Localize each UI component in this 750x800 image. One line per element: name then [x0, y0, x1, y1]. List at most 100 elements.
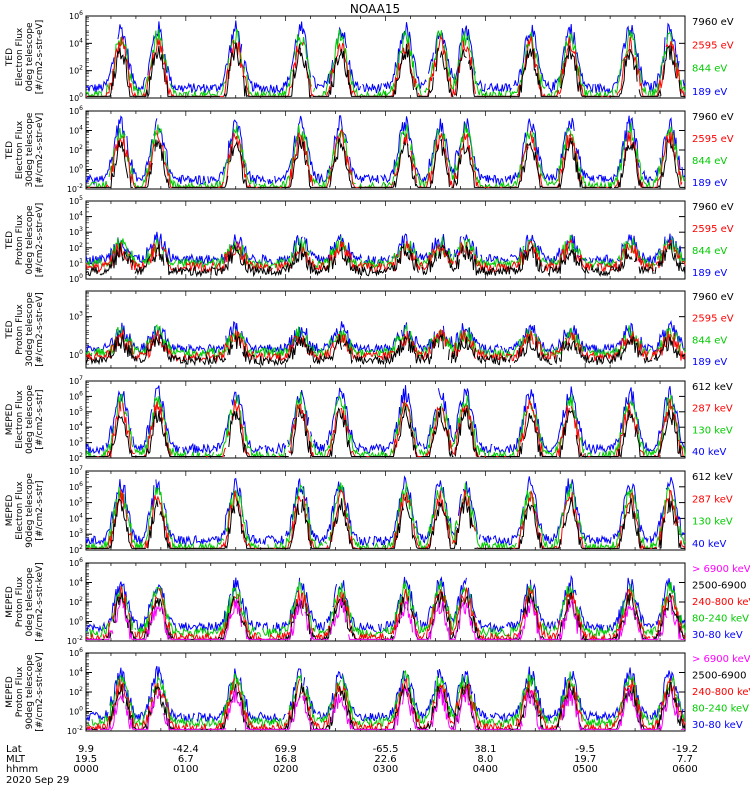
- panel-1-ylabel-line: Electron Flux: [15, 120, 25, 179]
- panel-1-ytick-label: 104: [69, 125, 83, 136]
- panel-6-series-240-800-keV: [85, 585, 686, 642]
- panel-5-legend-entry: 130 keV: [692, 517, 733, 528]
- panel-7-ylabel-line: [#/cm2-s-str-keV]: [35, 652, 45, 731]
- panel-5-ylabel-line: [#/cm2-s-str]: [35, 480, 45, 540]
- x-tick-label: 7.7: [677, 754, 693, 765]
- panel-0-ytick-label: 100: [69, 92, 83, 103]
- panel-0-ylabel-line: Electron Flux: [15, 27, 25, 86]
- panel-3-ytick-label: 100: [69, 349, 83, 360]
- x-tick-label: 69.9: [275, 744, 297, 755]
- panel-1-ytick-label: 100: [69, 164, 83, 175]
- panel-6-ytick-label: 104: [69, 577, 83, 588]
- panel-4-ytick-label: 102: [69, 452, 83, 463]
- panel-1-legend-entry: 7960 eV: [692, 112, 734, 123]
- panel-5-ylabel-line: Electron Flux: [15, 481, 25, 540]
- panel-0-legend-entry: 189 eV: [692, 87, 727, 98]
- panel-1-ytick-label: 10-2: [67, 183, 83, 194]
- panel-4-ylabel-line: 0deg telescope: [25, 385, 35, 455]
- x-tick-label: 19.7: [574, 754, 596, 765]
- panel-0-ytick-label: 102: [69, 65, 83, 76]
- panel-6-ylabel-line: 0deg telescope: [25, 567, 35, 637]
- x-tick-label: 6.7: [178, 754, 194, 765]
- panel-0-ylabel-line: [#/cm2-s-str-eV]: [35, 20, 45, 95]
- panel-1-ylabel-line: TED: [5, 141, 15, 160]
- panel-4-ylabel-line: [#/cm2-s-str]: [35, 389, 45, 449]
- x-tick-label: 0100: [173, 764, 198, 775]
- panel-5-ytick-label: 106: [69, 481, 83, 492]
- x-tick-label: 16.8: [275, 754, 297, 765]
- panel-1-series-7960-eV: [86, 137, 685, 189]
- panel-2-series-189-eV: [85, 231, 686, 266]
- panel-6-ytick-label: 100: [69, 616, 83, 627]
- panel-7-ylabel-line: MEPED: [5, 676, 15, 708]
- panel-3-ylabel-line: 30deg telescope: [25, 292, 35, 367]
- panel-2-ytick-label: 101: [69, 257, 83, 268]
- panel-5-ytick-label: 107: [69, 465, 83, 476]
- panel-4-legend-entry: 130 keV: [692, 425, 733, 436]
- panel-0-series-7960-eV: [87, 42, 685, 99]
- panel-7-ylabel-line: 90deg telescope: [25, 654, 35, 729]
- panel-4-ytick-label: 105: [69, 406, 83, 417]
- panel-5-ytick-label: 105: [69, 497, 83, 508]
- panel-4-legend-entry: 612 keV: [692, 382, 733, 393]
- panel-6-ylabel-line: [#/cm2-s-str-keV]: [35, 562, 45, 641]
- panel-4-series-612-keV: [86, 405, 685, 458]
- panel-7-ytick-label: 10-2: [67, 725, 83, 736]
- panel-7-series-30-80-keV: [87, 666, 685, 722]
- panel-3-ytick-label: 103: [69, 311, 83, 322]
- panel-3-legend-entry: 7960 eV: [692, 292, 734, 303]
- x-tick-label: 9.9: [78, 744, 94, 755]
- date-label: 2020 Sep 29: [6, 775, 69, 786]
- panel-0-series-844-eV: [85, 28, 686, 99]
- panel-4-legend-entry: 287 keV: [692, 404, 733, 415]
- panel-6-legend-entry: 30-80 keV: [692, 630, 743, 641]
- panel-5-series-40-keV: [85, 475, 686, 547]
- panel-1-ytick-label: 102: [69, 144, 83, 155]
- panel-3-series-7960-eV: [85, 333, 686, 367]
- panel-3-legend-entry: 2595 eV: [692, 314, 734, 325]
- panel-5-ytick-label: 104: [69, 512, 83, 523]
- panel-1-ylabel-line: [#/cm2-s-str-eV]: [35, 113, 45, 188]
- panel-2-ytick-label: 102: [69, 242, 83, 253]
- panel-4-series-287-keV: [86, 398, 686, 459]
- panel-1-legend-entry: 844 eV: [692, 156, 727, 167]
- panel-7-ytick-label: 102: [69, 686, 83, 697]
- x-tick-label: 0400: [473, 764, 498, 775]
- x-tick-label: 0300: [373, 764, 398, 775]
- panel-5-ylabel-line: MEPED: [5, 495, 15, 527]
- panel-0-ylabel-line: 0deg telescope: [25, 22, 35, 92]
- panel-4-ytick-label: 104: [69, 421, 83, 432]
- x-tick-label: -19.2: [672, 744, 698, 755]
- panel-0-ytick-label: 104: [69, 37, 83, 48]
- panel-6-legend-entry: > 6900 keV: [692, 564, 750, 575]
- panel-3-legend-entry: 844 eV: [692, 335, 727, 346]
- panel-2-ylabel-line: [#/cm2-s-str-eV]: [35, 203, 45, 278]
- panel-0-ylabel-line: TED: [5, 48, 15, 67]
- x-axis-row-label: MLT: [6, 754, 26, 765]
- panel-6-ytick-label: 106: [69, 557, 83, 568]
- panel-7-series-80-240-keV: [87, 670, 686, 729]
- panel-4-frame: [85, 380, 686, 459]
- panel-6-series-2500-6900: [86, 591, 686, 642]
- panel-3-series-189-eV: [86, 319, 686, 355]
- panel-1-legend-entry: 189 eV: [692, 178, 727, 189]
- panel-6-legend-entry: 2500-6900: [692, 581, 747, 592]
- panel-7-ylabel-line: Proton Flux: [15, 666, 25, 717]
- panel-6-legend-entry: 240-800 keV: [692, 597, 750, 608]
- panel-2-ylabel-line: TED: [5, 231, 15, 250]
- x-axis-row-label: hhmm: [6, 764, 38, 775]
- x-tick-label: 8.0: [477, 754, 493, 765]
- panel-4-ylabel-line: Electron Flux: [15, 390, 25, 449]
- panel-3-ylabel-line: TED: [5, 320, 15, 339]
- panel-4-ytick-label: 107: [69, 375, 83, 386]
- panel-2-ylabel-line: 0deg telescope: [25, 205, 35, 275]
- panel-1-series-189-eV: [85, 115, 686, 187]
- panel-2-ytick-label: 105: [69, 195, 83, 206]
- panel-7-ytick-label: 100: [69, 706, 83, 717]
- panel-7-legend-entry: 240-800 keV: [692, 687, 750, 698]
- panel-7-legend-entry: 80-240 keV: [692, 704, 749, 715]
- x-tick-label: -65.5: [373, 744, 399, 755]
- panel-5-ylabel-line: 90deg telescope: [25, 473, 35, 548]
- x-tick-label: 0600: [672, 764, 697, 775]
- panel-0-series-189-eV: [85, 20, 686, 95]
